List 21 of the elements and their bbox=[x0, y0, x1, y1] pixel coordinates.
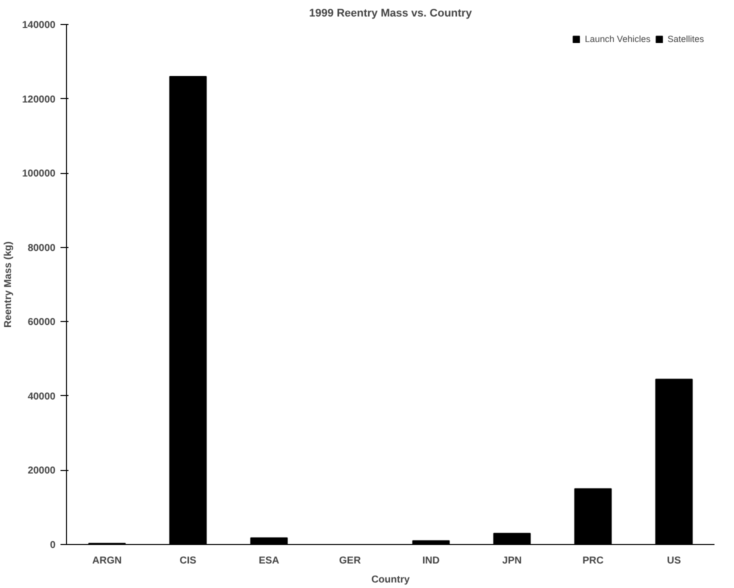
y-tick-label: 60000 bbox=[28, 317, 56, 328]
x-tick-label: IND bbox=[422, 556, 440, 566]
legend-label: Launch Vehicles bbox=[584, 34, 650, 44]
x-tick-label: CIS bbox=[180, 556, 197, 566]
legend-label: Satellites bbox=[667, 34, 704, 44]
y-tick-label: 40000 bbox=[28, 391, 56, 402]
chart-title: 1999 Reentry Mass vs. Country bbox=[309, 8, 473, 20]
x-tick-label: JPN bbox=[502, 556, 522, 566]
x-axis-title: Country bbox=[371, 574, 410, 586]
x-tick-label: ARGN bbox=[92, 556, 122, 566]
y-tick-label: 0 bbox=[50, 540, 56, 551]
y-tick-label: 100000 bbox=[22, 168, 56, 180]
x-tick-label: GER bbox=[339, 556, 362, 566]
x-tick-label: US bbox=[667, 556, 682, 566]
y-tick-label: 140000 bbox=[22, 20, 56, 31]
y-tick-label: 20000 bbox=[28, 466, 56, 477]
y-tick-label: 120000 bbox=[22, 94, 56, 106]
x-tick-label: ESA bbox=[258, 556, 280, 566]
y-tick-label: 80000 bbox=[28, 242, 56, 254]
x-tick-label: PRC bbox=[582, 556, 604, 566]
y-axis-title: Reentry Mass (kg) bbox=[3, 241, 14, 328]
